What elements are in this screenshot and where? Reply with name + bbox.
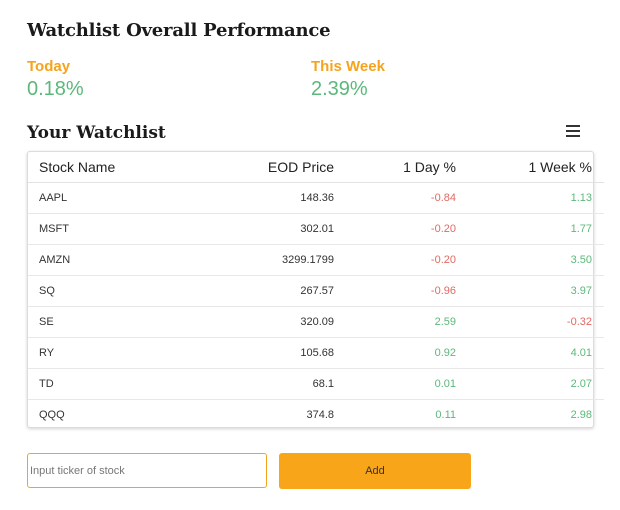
week-change: 1.77 <box>456 213 604 245</box>
eod-price: 267.57 <box>169 275 334 307</box>
column-header-1-week: 1 Week % <box>456 152 604 183</box>
table-row: TD 68.1 0.01 2.07 <box>28 368 604 400</box>
table-row: MSFT 302.01 -0.20 1.77 <box>28 213 604 245</box>
eod-price: 68.1 <box>169 368 334 400</box>
week-change: 1.13 <box>456 182 604 214</box>
stock-name: SE <box>28 306 169 338</box>
page-title: Watchlist Overall Performance <box>27 20 331 41</box>
day-change: 0.01 <box>334 368 456 400</box>
week-change: -0.32 <box>456 306 604 338</box>
column-header-1-day: 1 Day % <box>334 152 456 183</box>
table-row: AMZN 3299.1799 -0.20 3.50 <box>28 244 604 276</box>
week-change: 2.07 <box>456 368 604 400</box>
watchlist-table-card: Stock Name EOD Price 1 Day % 1 Week % AA… <box>27 151 604 428</box>
today-performance: Today 0.18% <box>27 58 84 101</box>
eod-price: 105.68 <box>169 337 334 369</box>
eod-price: 320.09 <box>169 306 334 338</box>
stock-name: MSFT <box>28 213 169 245</box>
table-row: SE 320.09 2.59 -0.32 <box>28 306 604 338</box>
stock-name: QQQ <box>39 409 65 421</box>
week-value: 2.39% <box>311 78 368 100</box>
table-row: RY 105.68 0.92 4.01 <box>28 337 604 369</box>
day-change: -0.20 <box>334 213 456 245</box>
table-row: SQ 267.57 -0.96 3.97 <box>28 275 604 307</box>
table-row: QQQ 374.8 0.11 2.98 <box>28 400 604 431</box>
stock-name: TD <box>28 368 169 400</box>
stock-name: SQ <box>28 275 169 307</box>
stock-name: RY <box>28 337 169 369</box>
add-button[interactable]: Add <box>279 453 471 489</box>
table-header-row: Stock Name EOD Price 1 Day % 1 Week % <box>28 152 604 183</box>
today-value: 0.18% <box>27 78 84 100</box>
day-change: 2.59 <box>334 306 456 338</box>
week-change: 3.97 <box>456 275 604 307</box>
today-label: Today <box>27 58 71 75</box>
day-change: 0.92 <box>334 337 456 369</box>
hamburger-menu-icon[interactable] <box>566 125 580 137</box>
week-label: This Week <box>311 58 385 75</box>
stock-name: AAPL <box>28 182 169 214</box>
eod-price: 148.36 <box>169 182 334 214</box>
eod-price: 3299.1799 <box>169 244 334 276</box>
day-change: 0.11 <box>435 409 456 421</box>
stock-name: AMZN <box>28 244 169 276</box>
column-header-stock-name: Stock Name <box>28 152 169 183</box>
eod-price: 374.8 <box>306 409 334 421</box>
week-change: 3.50 <box>456 244 604 276</box>
day-change: -0.84 <box>334 182 456 214</box>
day-change: -0.20 <box>334 244 456 276</box>
week-change: 2.98 <box>570 409 592 421</box>
ticker-input[interactable] <box>27 453 267 488</box>
day-change: -0.96 <box>334 275 456 307</box>
week-change: 4.01 <box>456 337 604 369</box>
column-header-eod-price: EOD Price <box>169 152 334 183</box>
eod-price: 302.01 <box>169 213 334 245</box>
week-performance: This Week 2.39% <box>311 58 385 101</box>
watchlist-table: Stock Name EOD Price 1 Day % 1 Week % AA… <box>28 152 604 430</box>
watchlist-title: Your Watchlist <box>27 123 166 143</box>
table-row: AAPL 148.36 -0.84 1.13 <box>28 182 604 214</box>
